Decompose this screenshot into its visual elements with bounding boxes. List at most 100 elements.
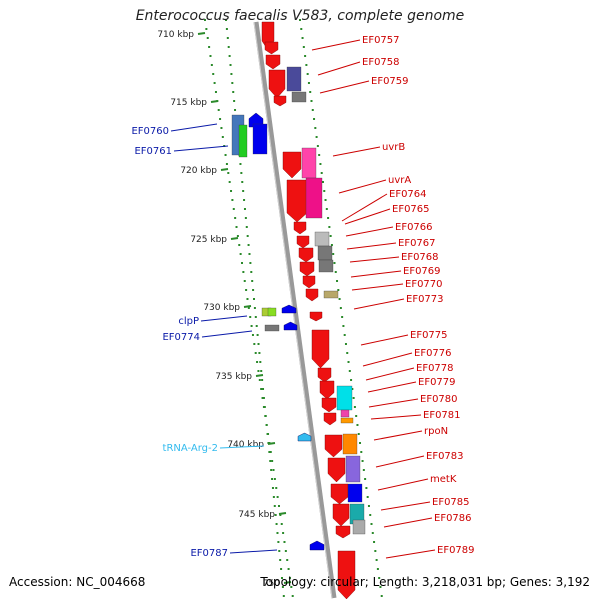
guide-dot	[260, 388, 263, 390]
gene-label-leader	[368, 398, 419, 408]
strand-dot-guides	[204, 19, 383, 597]
guide-dot	[309, 91, 312, 93]
guide-dot	[256, 334, 259, 336]
gene-arrow	[286, 179, 308, 223]
gene-label: EF0767	[398, 238, 436, 249]
guide-dot	[341, 316, 344, 318]
guide-dot	[275, 523, 278, 525]
guide-dot	[248, 253, 251, 255]
guide-dot	[272, 469, 275, 471]
guide-dot	[245, 289, 248, 291]
guide-dot	[244, 217, 247, 219]
gene-arrow	[321, 397, 337, 413]
gene-label: EF0779	[418, 377, 456, 388]
ruler-tick	[255, 374, 264, 377]
gene-label-leader	[350, 270, 402, 278]
gene-block-magenta	[305, 177, 323, 219]
guide-dot	[209, 55, 212, 57]
gene-block-green	[238, 124, 248, 158]
gene-label: EF0781	[423, 410, 461, 421]
guide-dot	[246, 235, 249, 237]
guide-dot	[254, 316, 257, 318]
gene-label: metK	[430, 474, 457, 485]
gene-label: EF0789	[437, 545, 475, 556]
guide-dot	[219, 118, 222, 120]
guide-dot	[319, 163, 322, 165]
guide-dot	[243, 199, 246, 201]
guide-dot	[230, 190, 233, 192]
guide-dot	[376, 568, 379, 570]
guide-dot	[232, 91, 235, 93]
guide-dot	[380, 595, 383, 597]
guide-dot	[205, 28, 208, 30]
gene-arrow	[324, 434, 343, 458]
gene-block-pink	[301, 147, 317, 179]
gene-label-leader	[346, 242, 397, 250]
gene-label: EF0786	[434, 513, 472, 524]
gene-label-leader	[360, 334, 409, 346]
gene-label: tRNA-Arg-2	[163, 443, 218, 454]
guide-dot	[315, 136, 318, 138]
guide-dot	[278, 550, 281, 552]
guide-dot	[299, 19, 301, 21]
guide-dot	[239, 163, 242, 165]
guide-dot	[263, 406, 266, 408]
gene-label: EF0766	[395, 222, 433, 233]
gene-block-purple	[286, 66, 302, 92]
gene-block-khaki	[323, 290, 339, 299]
guide-dot	[254, 352, 257, 354]
guide-dot	[343, 334, 346, 336]
guide-dot	[300, 28, 303, 30]
guide-dot	[276, 532, 279, 534]
gene-label-leader	[367, 381, 417, 393]
gene-label-leader	[344, 208, 391, 225]
guide-dot	[338, 298, 341, 300]
gene-arrow-up	[283, 321, 298, 331]
guide-dot	[262, 388, 265, 390]
gene-arrow	[327, 457, 346, 483]
guide-dot	[225, 19, 227, 21]
guide-dot	[375, 559, 378, 561]
ruler-tick-label: 735 kbp	[215, 372, 252, 382]
guide-dot	[357, 433, 360, 435]
gene-block-lightgray	[314, 231, 330, 247]
guide-dot	[367, 505, 370, 507]
gene-arrow	[293, 221, 307, 235]
guide-dot	[273, 478, 276, 480]
guide-dot	[253, 343, 256, 345]
ruler-tick	[197, 32, 206, 35]
gene-label: EF0764	[389, 189, 427, 200]
guide-dot	[259, 361, 262, 363]
guide-dot	[279, 514, 282, 516]
guide-dot	[346, 352, 349, 354]
gene-block-gray	[318, 259, 334, 273]
guide-dot	[302, 46, 305, 48]
guide-dot	[347, 361, 350, 363]
guide-dot	[355, 415, 358, 417]
gene-label-leader	[349, 256, 400, 263]
gene-block-cyan	[336, 385, 353, 411]
guide-dot	[217, 109, 220, 111]
guide-dot	[231, 199, 234, 201]
guide-dot	[310, 100, 313, 102]
guide-dot	[257, 343, 260, 345]
gene-label-leader	[375, 455, 425, 468]
guide-dot	[379, 586, 382, 588]
guide-dot	[364, 478, 367, 480]
gene-label: EF0787	[190, 548, 228, 559]
guide-dot	[236, 235, 239, 237]
guide-dot	[228, 181, 231, 183]
guide-dot	[277, 541, 280, 543]
guide-dot	[327, 217, 330, 219]
gene-arrow	[273, 95, 287, 107]
guide-dot	[206, 37, 209, 39]
guide-dot	[337, 289, 340, 291]
gene-arrow	[268, 69, 286, 99]
guide-dot	[273, 505, 276, 507]
guide-dot	[269, 451, 272, 453]
ruler-tick-label: 750	[263, 579, 280, 589]
gene-label-leader	[370, 414, 422, 420]
guide-dot	[360, 451, 363, 453]
